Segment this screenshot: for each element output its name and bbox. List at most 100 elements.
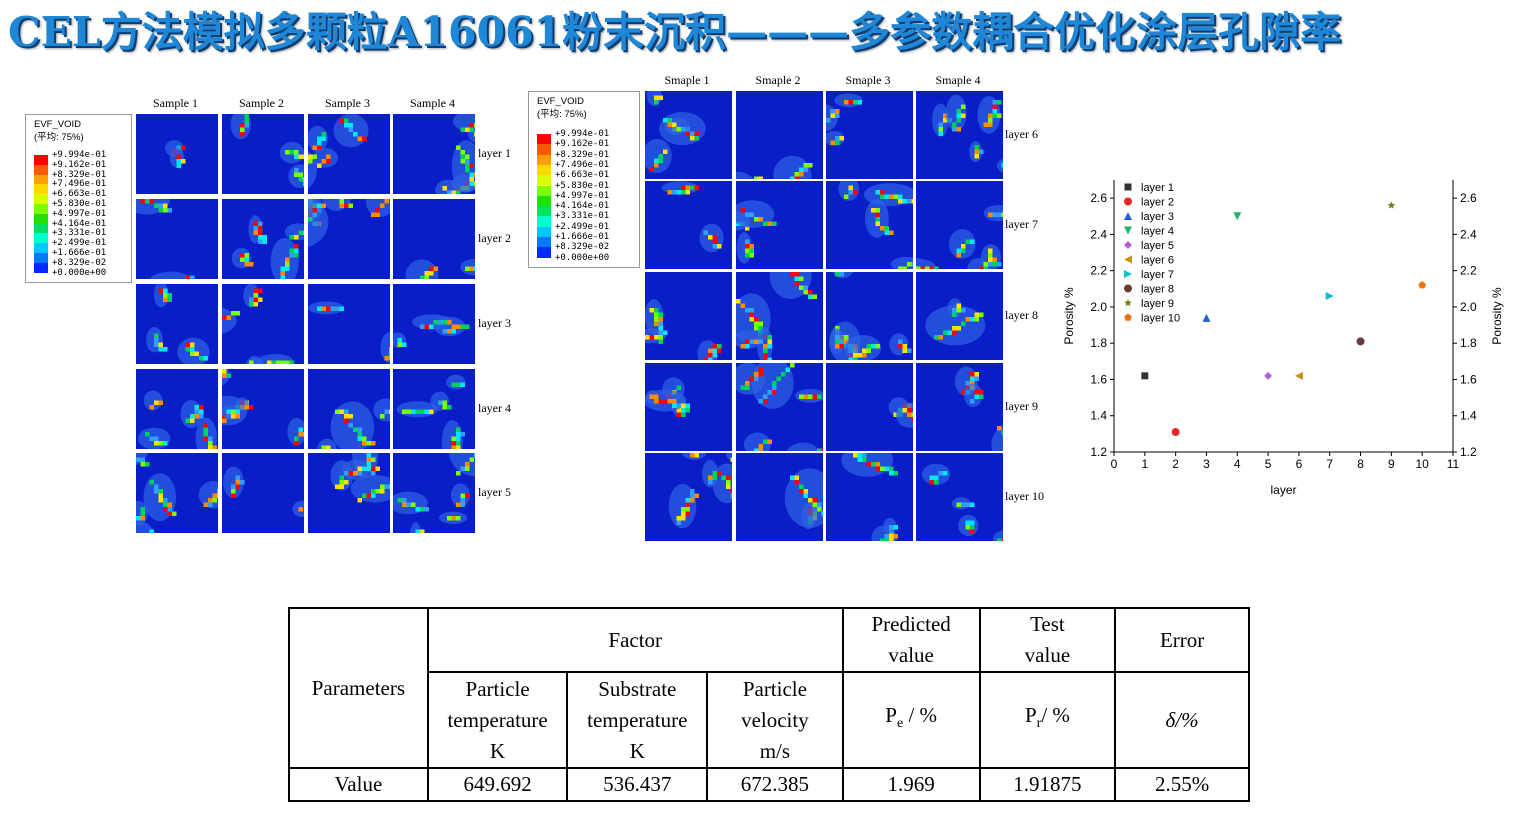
mid-void-map-cell — [826, 91, 913, 179]
x-tick-label: 7 — [1326, 457, 1333, 471]
y-axis-label-left: Porosity % — [1062, 287, 1076, 345]
legend-color-swatch — [537, 134, 551, 145]
legend-marker — [1124, 212, 1132, 220]
legend-title: EVF_VOID — [34, 119, 81, 130]
left-void-map-cell — [222, 369, 304, 449]
left-column-label: Sample 2 — [239, 96, 284, 110]
legend-level-label: +5.830e-01 — [555, 180, 610, 191]
legend-label: layer 10 — [1141, 313, 1180, 325]
x-tick-label: 3 — [1203, 457, 1210, 471]
scatter-point — [1418, 281, 1426, 289]
y-tick-label-right: 2.2 — [1460, 264, 1477, 278]
legend-color-swatch — [537, 154, 551, 165]
mid-void-map-cell — [916, 363, 1003, 451]
slide-title: CEL方法模拟多颗粒A16061粉末沉积———多参数耦合优化涂层孔隙率 — [8, 8, 1342, 56]
x-tick-label: 5 — [1265, 457, 1272, 471]
mid-void-map-cell — [736, 453, 823, 541]
legend-marker — [1124, 197, 1132, 206]
x-tick-label: 4 — [1234, 457, 1241, 471]
legend-level-label: +5.830e-01 — [52, 199, 107, 209]
legend-level-label: +1.666e-01 — [555, 232, 610, 242]
mid-column-label: Smaple 3 — [845, 73, 891, 87]
mid-void-map-cell — [736, 272, 823, 360]
legend-level-label: +8.329e-02 — [52, 257, 107, 268]
legend-level-label: +3.331e-01 — [52, 228, 107, 239]
legend-color-swatch — [34, 223, 48, 234]
legend-color-swatch — [34, 194, 48, 204]
x-tick-label: 8 — [1357, 457, 1364, 471]
legend-level-label: +2.499e-01 — [52, 238, 107, 249]
legend-level-label: +9.162e-01 — [52, 159, 107, 170]
value-error: 2.55% — [1114, 767, 1250, 802]
mid-void-map-cell — [736, 91, 823, 179]
legend-level-label: +0.000e+00 — [52, 267, 107, 278]
x-tick-label: 11 — [1447, 457, 1460, 471]
legend-color-swatch — [34, 204, 48, 214]
mid-column-label: Smaple 4 — [935, 73, 981, 87]
legend-label: layer 1 — [1141, 182, 1174, 194]
legend-level-label: +7.496e-01 — [555, 159, 610, 170]
y-tick-label-right: 2.6 — [1460, 191, 1477, 205]
left-void-map-cell — [136, 114, 218, 194]
legend-color-swatch — [537, 206, 551, 217]
legend-color-swatch — [537, 144, 551, 155]
legend-level-label: +6.663e-01 — [52, 189, 107, 200]
mid-void-map-cell — [916, 453, 1003, 541]
mid-void-map-cell — [736, 363, 823, 451]
left-void-map-cell — [308, 453, 390, 533]
particle-velocity-header: Particle velocity m/s — [706, 671, 844, 769]
legend-level-label: +4.164e-01 — [52, 218, 107, 229]
legend-level-label: +7.496e-01 — [52, 179, 107, 190]
legend-subtitle: (平均: 75%) — [34, 132, 84, 143]
legend-level-label: +8.329e-01 — [555, 149, 610, 160]
mid-row-label: layer 9 — [1005, 399, 1038, 413]
left-void-map-cell — [222, 114, 304, 194]
left-row-label: layer 3 — [478, 316, 511, 330]
x-tick-label: 0 — [1111, 457, 1118, 471]
legend-color-swatch — [34, 184, 48, 195]
left-void-map-cell — [393, 284, 475, 364]
legend-color-swatch — [537, 195, 551, 207]
legend-color-swatch — [537, 185, 551, 196]
legend-level-label: +3.331e-01 — [555, 211, 610, 222]
x-tick-label: 10 — [1416, 457, 1430, 471]
legend-marker — [1124, 299, 1132, 307]
evf-void-legend-middle: EVF_VOID (平均: 75%) +9.994e-01 +9.162e-01 +8.… — [528, 91, 640, 268]
legend-color-swatch — [537, 226, 551, 237]
x-tick-label: 1 — [1141, 457, 1148, 471]
left-void-map-cell — [222, 284, 304, 364]
y-axis-label-right: Porosity % — [1490, 287, 1504, 345]
legend-level-label: +4.997e-01 — [555, 190, 610, 201]
scatter-point — [1171, 428, 1180, 437]
legend-marker — [1124, 183, 1132, 191]
scatter-point — [1294, 371, 1303, 380]
legend-marker — [1124, 241, 1132, 249]
left-row-label: layer 5 — [478, 485, 511, 499]
parameter-table: Parameters Factor Predicted value Test val… — [288, 607, 1250, 802]
left-row-label: layer 1 — [478, 146, 511, 160]
legend-level-label: +8.329e-02 — [555, 242, 610, 253]
left-void-map-cell — [136, 369, 218, 449]
left-void-map-cell — [393, 453, 475, 533]
legend-color-swatch — [34, 174, 48, 185]
scatter-point — [1202, 313, 1211, 322]
legend-label: layer 9 — [1141, 298, 1174, 310]
scatter-point — [1356, 337, 1365, 346]
value-particle-velocity: 672.385 — [706, 767, 844, 802]
legend-level-label: +4.997e-01 — [52, 208, 107, 219]
legend-color-swatch — [537, 216, 551, 227]
y-tick-label-left: 2.6 — [1090, 191, 1107, 205]
y-tick-label-left: 2.4 — [1090, 227, 1107, 241]
legend-level-label: +9.162e-01 — [555, 139, 610, 150]
evf-void-legend-left: EVF_VOID (平均: 75%) +9.994e-01 +9.162e-01 +8.… — [25, 114, 132, 283]
mid-void-map-cell — [826, 453, 913, 541]
legend-color-swatch — [537, 175, 551, 186]
left-void-map-cell — [222, 199, 304, 279]
left-void-map-cell — [393, 369, 475, 449]
legend-color-swatch — [34, 233, 48, 244]
pe-unit-header: Pe / % — [841, 671, 981, 769]
scatter-point — [1141, 372, 1149, 380]
x-tick-label: 9 — [1388, 457, 1395, 471]
mid-void-map-cell — [916, 272, 1003, 360]
value-particle-temperature: 649.692 — [426, 767, 569, 802]
